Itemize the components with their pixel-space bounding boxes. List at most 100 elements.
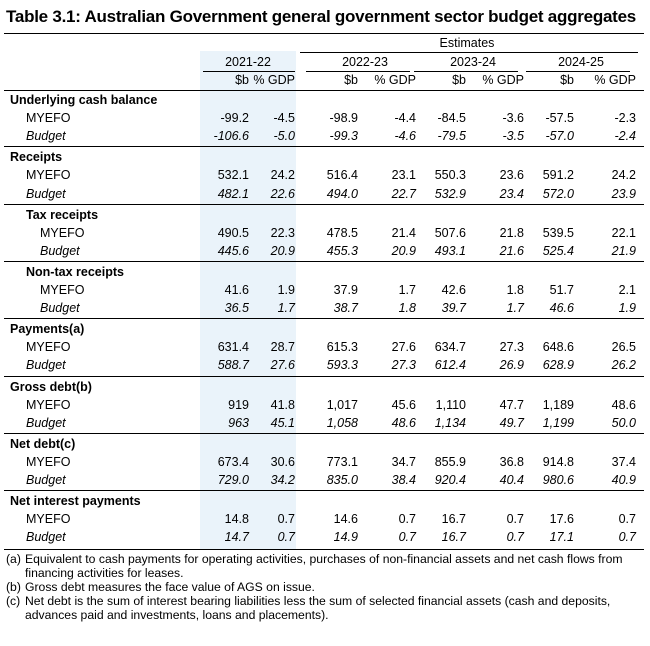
table-cell: -5.0 xyxy=(273,129,295,144)
table-cell: 532.1 xyxy=(217,168,249,183)
table-cell: 22.3 xyxy=(270,225,295,240)
table-cell: -106.6 xyxy=(213,129,249,144)
table-cell: 478.5 xyxy=(326,225,358,240)
section-rule xyxy=(4,318,644,320)
year-header: 2023-24 xyxy=(450,55,496,69)
table-cell: -2.3 xyxy=(614,111,636,126)
table-cell: 26.5 xyxy=(611,340,636,355)
table-cell: 41.6 xyxy=(224,283,249,297)
table-cell: 50.0 xyxy=(611,415,636,430)
section-heading: Tax receipts xyxy=(26,207,99,222)
table-cell: 631.4 xyxy=(217,340,249,355)
table-cell: -4.5 xyxy=(273,111,295,126)
table-cell: 14.9 xyxy=(333,530,358,545)
table-cell: 1,017 xyxy=(326,397,358,412)
table-cell: -57.0 xyxy=(545,129,575,144)
unit-header: $b xyxy=(344,73,358,87)
footnote-text: Net debt is the sum of interest bearing … xyxy=(25,594,611,622)
table-cell: 22.1 xyxy=(611,225,636,240)
table-cell: 48.6 xyxy=(611,397,636,412)
table-cell: 46.6 xyxy=(549,301,574,316)
table-cell: -4.4 xyxy=(394,111,416,126)
unit-header: $b xyxy=(452,73,466,87)
table-cell: 40.4 xyxy=(499,473,524,487)
table-cell: 490.5 xyxy=(217,225,249,240)
table-cell: -79.5 xyxy=(437,129,467,144)
unit-header: % GDP xyxy=(482,73,524,87)
section-rule xyxy=(4,146,644,148)
table-cell: 1.8 xyxy=(506,283,524,297)
row-label-budget: Budget xyxy=(40,301,80,316)
header-rule xyxy=(4,90,644,91)
table-cell: 17.1 xyxy=(549,530,574,545)
table-cell: 14.6 xyxy=(333,512,358,527)
table-cell: 1,189 xyxy=(542,397,574,412)
table-cell: 30.6 xyxy=(270,454,295,469)
section-rule xyxy=(4,490,644,492)
table-cell: -99.2 xyxy=(220,111,250,126)
table-cell: 835.0 xyxy=(326,473,358,487)
table-cell: 40.9 xyxy=(611,473,636,487)
row-label-myefo: MYEFO xyxy=(26,397,71,412)
row-label-budget: Budget xyxy=(26,473,66,487)
row-label-myefo: MYEFO xyxy=(26,111,71,126)
estimates-label: Estimates xyxy=(439,36,495,50)
table-cell: 17.6 xyxy=(549,512,574,527)
row-label-myefo: MYEFO xyxy=(26,512,71,527)
table-cell: 37.9 xyxy=(333,283,358,297)
section-heading: Receipts xyxy=(10,150,63,165)
table-cell: 0.7 xyxy=(398,512,416,527)
table-cell: 38.4 xyxy=(391,473,416,487)
footnote-text: Equivalent to cash payments for operatin… xyxy=(25,552,623,580)
table-title: Table 3.1: Australian Government general… xyxy=(6,7,636,26)
table-cell: 729.0 xyxy=(217,473,249,487)
year-underline xyxy=(414,71,518,72)
table-cell: 855.9 xyxy=(434,454,466,469)
table-cell: 16.7 xyxy=(441,530,466,545)
table-cell: 1.8 xyxy=(398,301,416,316)
table-cell: 445.6 xyxy=(217,243,249,258)
table-cell: 539.5 xyxy=(542,225,574,240)
table-cell: 0.7 xyxy=(618,512,636,527)
table-cell: 36.5 xyxy=(224,301,249,316)
row-label-budget: Budget xyxy=(26,358,66,373)
table-cell: -57.5 xyxy=(545,111,575,126)
table-cell: 507.6 xyxy=(434,225,466,240)
table-cell: 38.7 xyxy=(333,301,358,316)
section-heading: Net interest payments xyxy=(10,494,141,509)
table-cell: 532.9 xyxy=(434,186,466,201)
table-cell: 24.2 xyxy=(270,168,295,183)
estimates-underline xyxy=(300,52,638,53)
table-cell: 23.9 xyxy=(611,186,636,201)
row-label-myefo: MYEFO xyxy=(40,225,85,240)
table-cell: 588.7 xyxy=(217,358,249,373)
table-cell: 23.4 xyxy=(499,186,524,201)
table-cell: -84.5 xyxy=(437,111,467,126)
table-cell: 34.2 xyxy=(270,473,295,487)
table-cell: 22.6 xyxy=(270,186,295,201)
year-header: 2022-23 xyxy=(342,55,388,69)
table-cell: 20.9 xyxy=(270,243,295,258)
footnote-text: Gross debt measures the face value of AG… xyxy=(25,580,315,594)
row-label-budget: Budget xyxy=(40,243,80,258)
table-cell: 0.7 xyxy=(506,512,524,527)
table-cell: 455.3 xyxy=(326,243,358,258)
table-cell: 920.4 xyxy=(434,473,466,487)
table-cell: 673.4 xyxy=(217,454,249,469)
footnote-label: (a) xyxy=(6,552,21,566)
table-cell: 23.1 xyxy=(391,168,416,183)
year-header: 2021-22 xyxy=(225,55,271,69)
year-underline xyxy=(526,71,630,72)
row-label-myefo: MYEFO xyxy=(26,340,71,355)
table-cell: 591.2 xyxy=(542,168,574,183)
table-cell: 47.7 xyxy=(499,397,524,412)
table-cell: 0.7 xyxy=(277,512,295,527)
table-cell: 20.9 xyxy=(391,243,416,258)
table-cell: 648.6 xyxy=(542,340,574,355)
table-cell: 45.1 xyxy=(270,415,295,430)
table-cell: -3.5 xyxy=(502,129,524,144)
table-cell: 0.7 xyxy=(506,530,524,545)
table-cell: 24.2 xyxy=(611,168,636,183)
row-label-budget: Budget xyxy=(26,129,66,144)
table-cell: 21.6 xyxy=(499,243,524,258)
